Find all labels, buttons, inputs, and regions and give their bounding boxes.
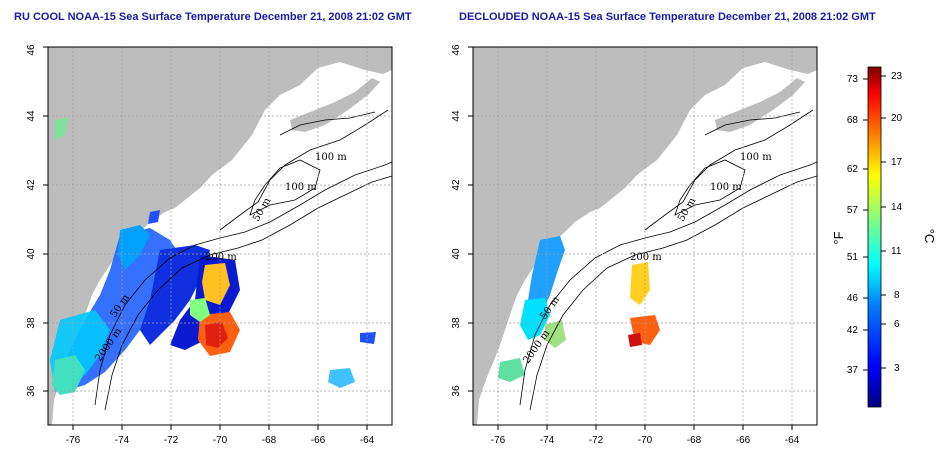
y-tick-label: 46	[26, 44, 37, 56]
colorbar-gradient	[867, 66, 882, 408]
contour-label: 100 m	[315, 152, 347, 163]
contour-label: 200 m	[205, 252, 237, 263]
fahrenheit-tick: 46	[847, 293, 859, 304]
x-tick-label: -70	[638, 435, 653, 446]
colorbar: 73 68 62 57 51 46 42 37 23 20 17 14 11 8…	[831, 66, 937, 408]
fahrenheit-tick: 73	[847, 74, 859, 85]
x-tick-label: -64	[360, 435, 375, 446]
contour-label: 100 m	[285, 182, 317, 193]
x-tick-label: -72	[164, 435, 179, 446]
x-tick-label: -74	[540, 435, 555, 446]
contour-label: 100 m	[710, 182, 742, 193]
celsius-tick: 14	[891, 202, 903, 213]
y-axis-ticks-right	[468, 46, 473, 392]
fahrenheit-tick: 57	[847, 205, 859, 216]
celsius-unit-label: °C	[922, 229, 937, 244]
celsius-tick: 3	[894, 363, 900, 374]
x-tick-label: -66	[736, 435, 751, 446]
fahrenheit-tick: 42	[847, 325, 859, 336]
land-mass	[473, 47, 817, 425]
y-tick-label: 36	[451, 385, 462, 397]
x-tick-label: -66	[311, 435, 326, 446]
y-tick-label: 42	[26, 179, 37, 191]
contour-label: 200 m	[630, 252, 662, 263]
y-tick-label: 38	[26, 317, 37, 329]
right-map-panel: 100 m 100 m 50 m 200 m 50 m 2000 m -76 -…	[451, 44, 818, 446]
left-panel-title: RU COOL NOAA-15 Sea Surface Temperature …	[14, 11, 412, 23]
y-tick-label: 44	[26, 110, 37, 122]
y-tick-label: 38	[451, 317, 462, 329]
nova-scotia-land	[715, 78, 805, 132]
y-tick-label: 36	[26, 385, 37, 397]
sst-pixels-right	[498, 236, 660, 382]
celsius-tick: 11	[891, 246, 902, 257]
celsius-tick: 6	[894, 319, 900, 330]
celsius-tick: 20	[891, 113, 903, 124]
fahrenheit-unit-label: °F	[831, 231, 846, 244]
depth-contours-right	[519, 109, 817, 411]
x-tick-label: -68	[687, 435, 702, 446]
y-axis-ticks-left	[43, 46, 48, 392]
right-panel-title: DECLOUDED NOAA-15 Sea Surface Temperatur…	[459, 11, 876, 23]
x-tick-label: -64	[785, 435, 800, 446]
x-tick-label: -74	[115, 435, 130, 446]
colorbar-ticks	[863, 75, 886, 371]
left-map-panel: 100 m 100 m 50 m 200 m 50 m 2000 m -76 -…	[26, 44, 393, 446]
fahrenheit-tick: 51	[847, 252, 859, 263]
land-mass	[48, 47, 392, 425]
fahrenheit-tick: 37	[847, 365, 859, 376]
x-axis-ticks-left	[72, 425, 368, 430]
y-tick-label: 40	[26, 248, 37, 260]
x-tick-label: -68	[262, 435, 277, 446]
y-tick-label: 42	[451, 179, 462, 191]
x-axis-ticks-right	[497, 425, 793, 430]
depth-contours-left	[94, 109, 392, 411]
y-tick-label: 40	[451, 248, 462, 260]
fahrenheit-tick: 68	[847, 115, 859, 126]
x-tick-label: -76	[491, 435, 506, 446]
x-tick-label: -70	[213, 435, 228, 446]
x-tick-label: -72	[589, 435, 604, 446]
fahrenheit-tick: 62	[847, 164, 859, 175]
nova-scotia-land	[290, 78, 380, 132]
x-tick-label: -76	[66, 435, 81, 446]
y-tick-label: 46	[451, 44, 462, 56]
y-tick-label: 44	[451, 110, 462, 122]
grid-left	[48, 47, 392, 425]
celsius-tick: 8	[894, 290, 900, 301]
grid-right	[473, 47, 817, 425]
celsius-tick: 23	[891, 71, 903, 82]
celsius-tick: 17	[891, 157, 903, 168]
contour-label: 100 m	[740, 152, 772, 163]
